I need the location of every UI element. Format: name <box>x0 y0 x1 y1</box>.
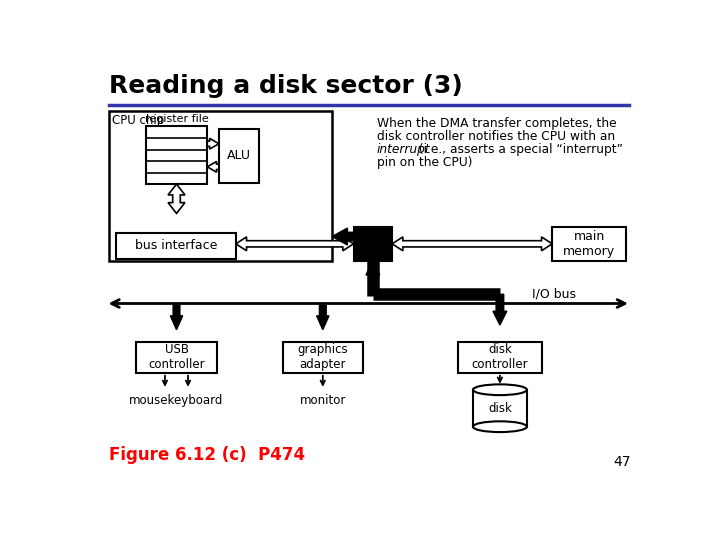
Bar <box>109 111 332 261</box>
Text: CPU chip: CPU chip <box>112 114 164 127</box>
Text: Reading a disk sector (3): Reading a disk sector (3) <box>109 74 462 98</box>
Text: disk: disk <box>488 402 512 415</box>
Polygon shape <box>366 261 379 294</box>
Polygon shape <box>493 294 507 325</box>
Text: bus interface: bus interface <box>135 239 217 252</box>
Text: I/O bus: I/O bus <box>532 287 576 300</box>
Text: Figure 6.12 (c)  P474: Figure 6.12 (c) P474 <box>109 446 305 464</box>
Bar <box>552 226 626 261</box>
Bar <box>137 342 217 373</box>
Text: monitor: monitor <box>300 394 346 407</box>
Text: disk controller notifies the CPU with an: disk controller notifies the CPU with an <box>377 130 615 143</box>
Polygon shape <box>235 237 354 251</box>
Text: mousekeyboard: mousekeyboard <box>130 394 224 407</box>
Text: graphics
adapter: graphics adapter <box>297 343 348 372</box>
Text: main
memory: main memory <box>563 230 616 258</box>
Text: disk
controller: disk controller <box>472 343 528 372</box>
Polygon shape <box>332 228 354 245</box>
Polygon shape <box>207 161 219 172</box>
Polygon shape <box>207 138 219 149</box>
Text: register file: register file <box>145 114 208 124</box>
Bar <box>145 126 207 184</box>
Text: USB
controller: USB controller <box>148 343 204 372</box>
Bar <box>283 342 363 373</box>
Text: pin on the CPU): pin on the CPU) <box>377 157 472 170</box>
Bar <box>219 129 259 183</box>
Bar <box>457 342 542 373</box>
Bar <box>354 226 392 261</box>
Polygon shape <box>317 305 329 330</box>
Polygon shape <box>392 237 552 251</box>
Text: interrupt: interrupt <box>377 143 431 157</box>
Bar <box>117 233 235 259</box>
Polygon shape <box>168 184 185 213</box>
Text: When the DMA transfer completes, the: When the DMA transfer completes, the <box>377 117 616 130</box>
Ellipse shape <box>473 384 527 395</box>
Polygon shape <box>171 305 183 330</box>
Ellipse shape <box>473 421 527 432</box>
Bar <box>473 390 527 427</box>
Text: ALU: ALU <box>227 149 251 162</box>
Text: 47: 47 <box>613 455 631 469</box>
Text: (i.e., asserts a special “interrupt”: (i.e., asserts a special “interrupt” <box>415 143 624 157</box>
